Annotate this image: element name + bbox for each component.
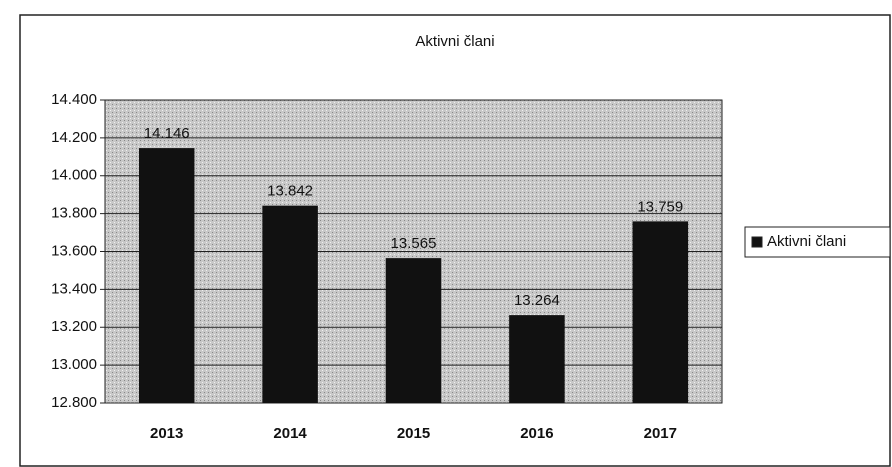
bar: [385, 258, 442, 403]
y-tick-label: 13.400: [51, 280, 97, 297]
x-tick-label: 2014: [273, 425, 307, 442]
legend-label: Aktivni člani: [767, 233, 846, 250]
bar: [262, 205, 318, 403]
legend-box: [744, 226, 891, 258]
data-label: 13.842: [267, 183, 313, 200]
y-tick-label: 13.200: [51, 318, 97, 335]
y-tick-label: 14.200: [51, 129, 97, 146]
bar: [632, 221, 689, 403]
data-label: 13.264: [514, 292, 560, 309]
y-tick-label: 14.400: [51, 91, 97, 108]
data-label: 13.565: [391, 235, 437, 252]
y-tick-label: 13.800: [51, 205, 97, 222]
y-tick-label: 13.600: [51, 242, 97, 259]
x-tick-label: 2017: [644, 425, 677, 442]
y-tick-label: 13.000: [51, 356, 97, 373]
x-tick-label: 2015: [397, 425, 430, 442]
y-tick-label: 12.800: [51, 394, 97, 411]
bar: [509, 315, 565, 403]
chart-title: Aktivni člani: [415, 33, 494, 50]
legend-swatch: [751, 236, 763, 248]
data-label: 14.146: [144, 125, 190, 142]
y-tick-label: 14.000: [51, 167, 97, 184]
x-tick-label: 2016: [520, 425, 553, 442]
x-tick-label: 2013: [150, 425, 183, 442]
bar: [138, 148, 195, 403]
data-label: 13.759: [637, 198, 683, 215]
